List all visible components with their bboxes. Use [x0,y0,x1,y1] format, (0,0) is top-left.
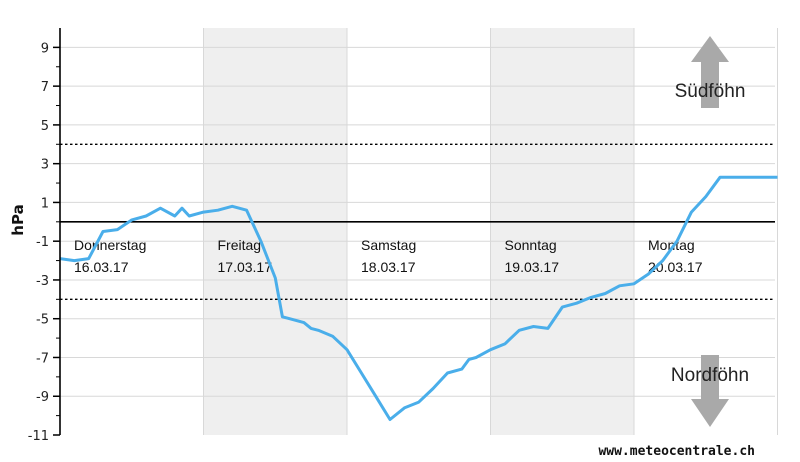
y-tick-label: 7 [41,80,49,95]
day-labels: Donnerstag 16.03.17 Freitag 17.03.17 Samstag… [74,237,703,275]
zone-label-top: Südföhn [675,81,746,102]
zone-label-bottom: Nordföhn [671,365,749,386]
day-bands [203,28,634,435]
day-band [203,28,347,435]
y-tick-label: -1 [36,235,49,250]
y-axis-ticks: 9 7 5 3 1 -1 -3 -5 -7 -9 -11 [28,41,60,444]
day-name-label: Sonntag [505,237,557,253]
y-axis-label: hPa [9,204,27,235]
day-name-label: Freitag [218,237,262,253]
day-band [490,28,634,435]
day-name-label: Montag [648,237,695,253]
y-tick-label: 1 [41,196,49,211]
day-date-label: 19.03.17 [505,259,560,275]
day-name-label: Samstag [361,237,416,253]
y-tick-label: -7 [36,351,49,366]
series-line [59,175,778,421]
y-tick-label: 3 [41,158,49,173]
y-tick-label: 9 [41,41,49,56]
day-date-label: 18.03.17 [361,259,416,275]
y-tick-label: -5 [36,313,49,328]
y-tick-label: -3 [36,274,49,289]
day-date-label: 17.03.17 [218,259,273,275]
y-tick-label: -9 [36,390,49,405]
down-arrow-icon [691,355,729,427]
zone-labels: Südföhn Nordföhn [671,81,749,386]
day-gridlines [203,28,778,435]
zone-arrows [691,36,729,427]
value-gridlines [60,46,775,397]
up-arrow-icon [691,36,729,108]
threshold-lines [60,143,775,301]
y-tick-label: 5 [41,119,49,134]
source-credit: www.meteocentrale.ch [598,444,755,459]
day-date-label: 16.03.17 [74,259,129,275]
day-name-label: Donnerstag [74,237,146,253]
y-tick-label: -11 [28,429,49,444]
